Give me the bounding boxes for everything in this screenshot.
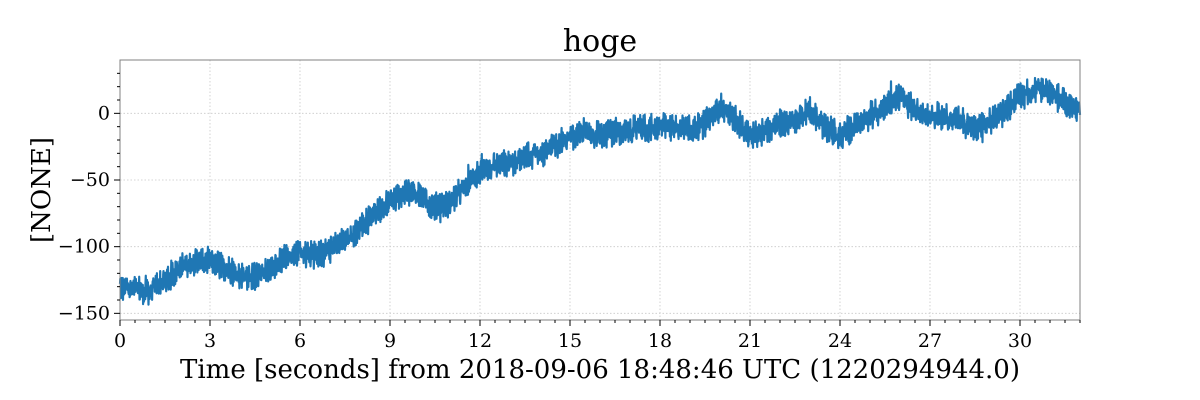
x-tick-label: 12 [468,330,492,352]
axis-ticks: 0 3 6 9 12 15 18 21 24 27 30 0 −50 −100 −150 [58,72,1081,352]
chart-title: hoge [563,24,637,59]
y-axis-label: [NONE] [27,137,57,243]
x-tick-label: 30 [1008,330,1032,352]
y-tick-label: −50 [70,169,110,191]
y-tick-label: −150 [58,302,110,324]
x-tick-label: 21 [738,330,762,352]
x-tick-label: 6 [294,330,306,352]
series-line [118,76,1082,306]
x-tick-label: 24 [828,330,852,352]
x-axis-label: Time [seconds] from 2018-09-06 18:48:46 … [180,355,1020,385]
grid-lines [119,60,1080,320]
x-tick-label: 15 [558,330,582,352]
y-tick-label: −100 [58,236,110,258]
x-tick-label: 27 [918,330,942,352]
x-tick-label: 0 [114,330,126,352]
x-tick-label: 9 [384,330,396,352]
x-tick-label: 18 [648,330,672,352]
series-layer [118,76,1082,306]
plot-frame [119,59,1081,321]
x-tick-label: 3 [204,330,216,352]
y-tick-label: 0 [98,102,110,124]
